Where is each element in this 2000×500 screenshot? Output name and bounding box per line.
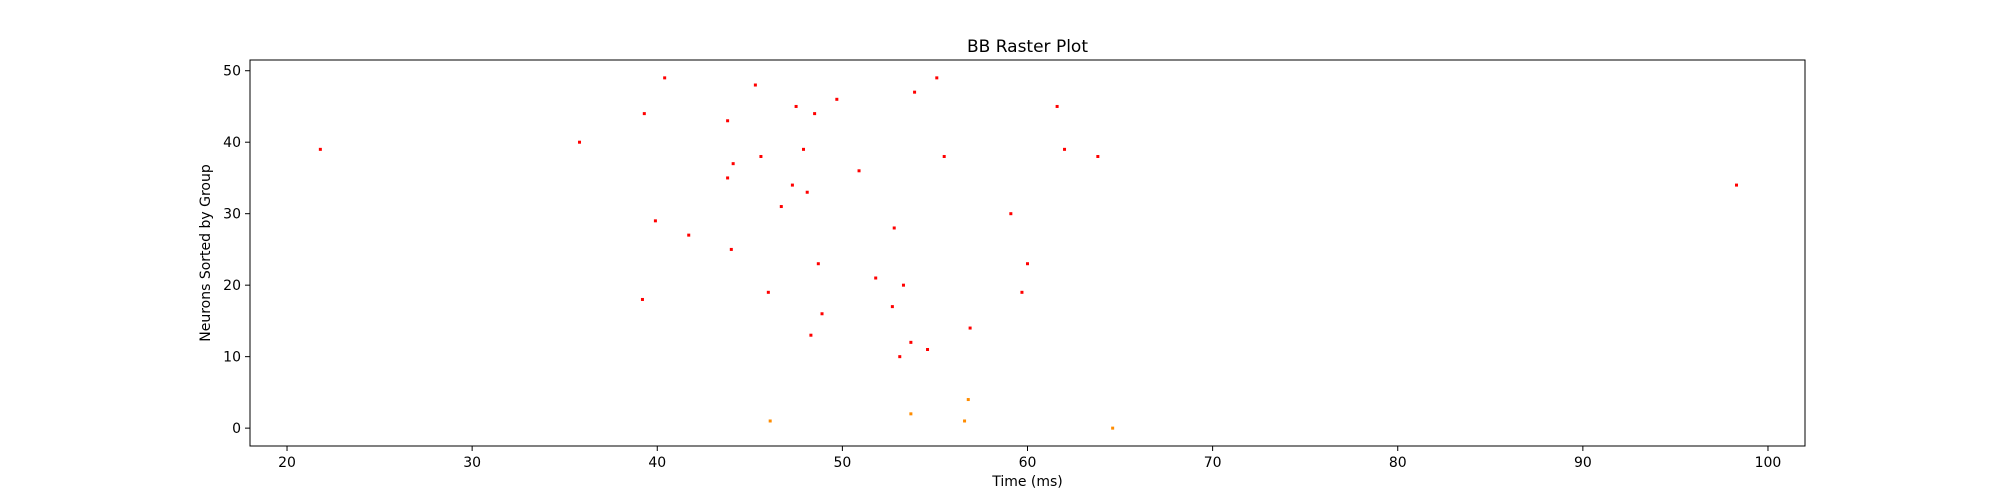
spike-point	[890, 305, 894, 309]
x-tick-label: 20	[278, 455, 296, 471]
spike-point	[942, 155, 946, 158]
spike-point	[1009, 212, 1013, 216]
spike-point	[1096, 155, 1100, 158]
x-axis-label: Time (ms)	[991, 474, 1063, 490]
spike-point	[926, 348, 930, 351]
spike-point	[1111, 426, 1115, 430]
x-tick-label: 30	[463, 455, 481, 471]
spike-point	[802, 147, 806, 151]
spike-point	[794, 104, 798, 108]
x-tick-label: 100	[1755, 455, 1782, 471]
y-tick-label: 0	[232, 421, 241, 437]
y-tick-label: 50	[223, 64, 241, 80]
y-axis-label: Neurons Sorted by Group	[198, 164, 214, 342]
chart-title: BB Raster Plot	[967, 37, 1088, 57]
spike-point	[687, 233, 691, 237]
y-axis: 0 10 20 30 40 50	[223, 64, 250, 437]
spike-points	[318, 76, 1739, 430]
spike-point	[805, 190, 809, 194]
spike-point	[816, 262, 820, 266]
spike-point	[892, 226, 896, 230]
spike-point	[857, 169, 861, 173]
spike-point	[898, 355, 902, 359]
y-tick-label: 40	[223, 135, 241, 151]
y-tick-label: 10	[223, 350, 241, 366]
spike-point	[1055, 104, 1059, 108]
spike-point	[790, 183, 794, 187]
spike-point	[1026, 262, 1029, 266]
spike-point	[729, 247, 733, 251]
spike-point	[653, 219, 657, 223]
spike-point	[813, 112, 817, 116]
spike-point	[1063, 147, 1067, 151]
spike-point	[766, 290, 770, 294]
spike-point	[966, 398, 970, 402]
spike-point	[731, 162, 735, 166]
x-tick-label: 40	[648, 455, 666, 471]
spike-point	[726, 176, 730, 180]
spike-point	[909, 340, 913, 344]
spike-point	[759, 155, 763, 158]
plot-frame	[249, 59, 1806, 447]
spike-point	[809, 333, 813, 337]
spike-point	[318, 147, 322, 151]
spike-point	[835, 97, 839, 101]
spike-point	[578, 140, 582, 144]
x-axis: 20 30 40 50 60 70 80 90 100	[278, 446, 1781, 471]
spike-point	[874, 276, 878, 280]
x-tick-label: 60	[1019, 455, 1037, 471]
spike-point	[820, 312, 824, 316]
spike-point	[640, 297, 644, 301]
x-tick-label: 70	[1204, 455, 1222, 471]
spike-point	[779, 205, 783, 209]
y-tick-label: 20	[223, 278, 241, 294]
spike-point	[753, 83, 757, 87]
spike-point	[642, 112, 646, 116]
spike-point	[1735, 183, 1739, 187]
spike-point	[1020, 290, 1024, 294]
x-tick-label: 80	[1389, 455, 1407, 471]
spike-point	[768, 419, 772, 423]
x-tick-label: 90	[1574, 455, 1592, 471]
spike-point	[963, 419, 967, 423]
y-tick-label: 30	[223, 207, 241, 223]
spike-point	[913, 90, 917, 94]
spike-point	[901, 283, 905, 287]
x-tick-label: 50	[833, 455, 851, 471]
spike-point	[968, 326, 972, 330]
spike-point	[935, 76, 939, 80]
spike-point	[909, 412, 913, 416]
spike-point	[663, 76, 667, 80]
spike-point	[726, 119, 730, 123]
